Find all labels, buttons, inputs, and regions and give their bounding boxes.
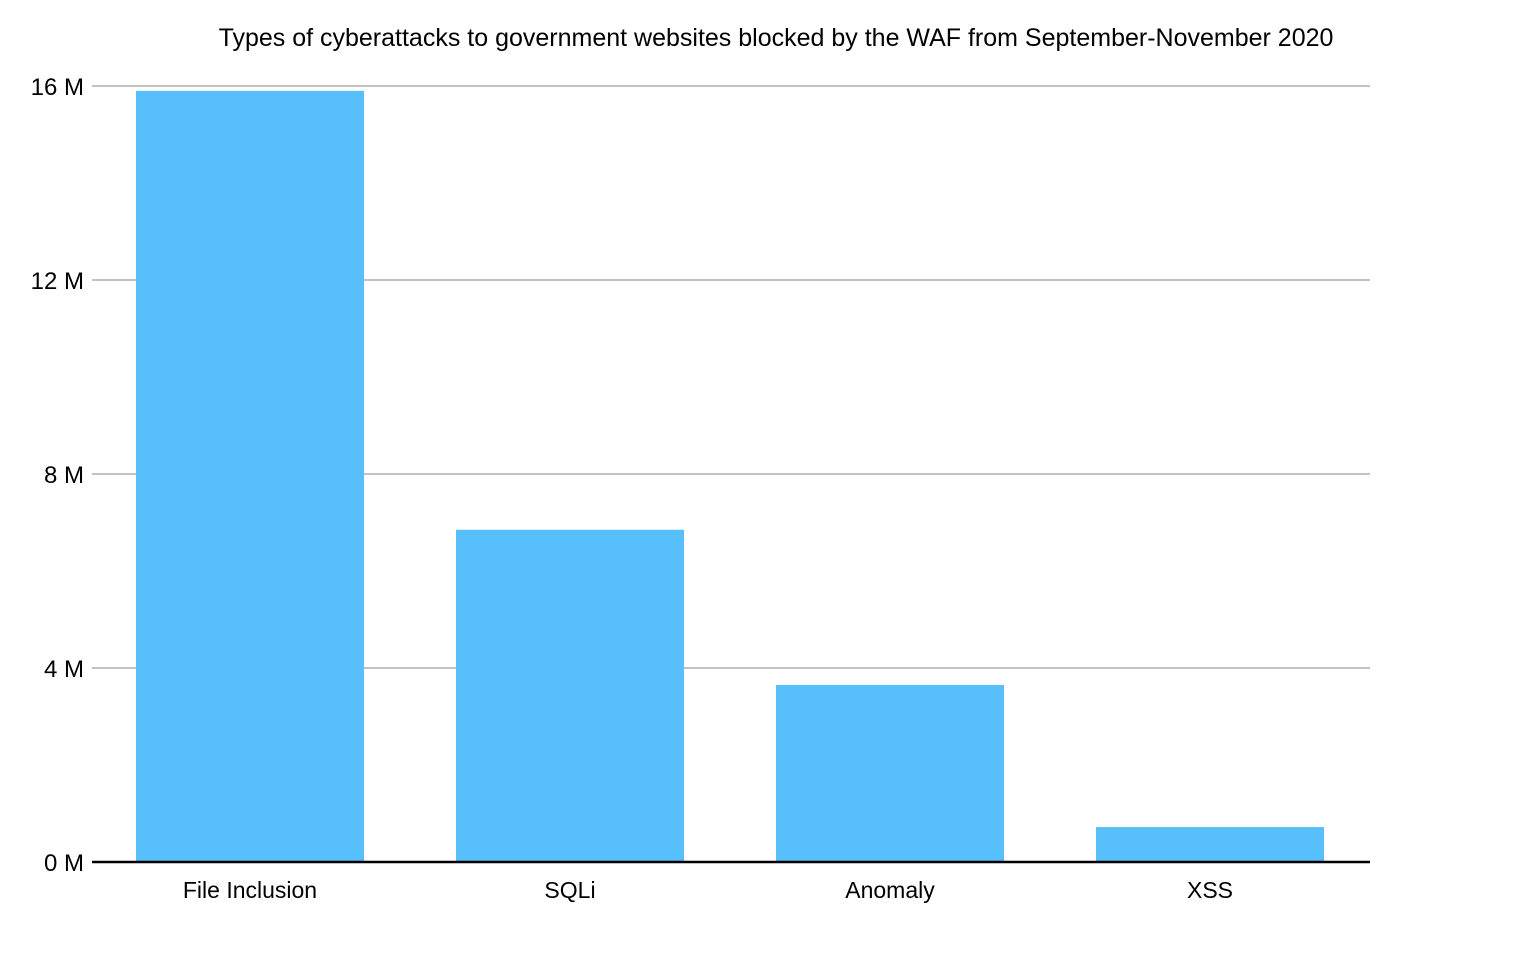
bar xyxy=(456,529,684,862)
x-category-label: XSS xyxy=(1187,877,1233,903)
bar xyxy=(1096,827,1324,862)
y-tick-label: 4 M xyxy=(44,656,84,683)
y-tick-label: 16 M xyxy=(31,74,84,101)
y-tick-label: 8 M xyxy=(44,462,84,489)
chart-title: Types of cyberattacks to government webs… xyxy=(219,24,1334,52)
x-category-label: Anomaly xyxy=(845,877,935,903)
bar xyxy=(776,684,1004,862)
y-tick-label: 0 M xyxy=(44,850,84,877)
x-category-label: SQLi xyxy=(544,877,595,903)
x-axis-labels: File Inclusion SQLi Anomaly XSS xyxy=(183,877,1233,903)
bar xyxy=(136,90,364,863)
x-category-label: File Inclusion xyxy=(183,877,317,903)
y-axis-ticks: 0 M 4 M 8 M 12 M 16 M xyxy=(31,74,84,877)
bars xyxy=(136,90,1324,863)
y-tick-label: 12 M xyxy=(31,268,84,295)
